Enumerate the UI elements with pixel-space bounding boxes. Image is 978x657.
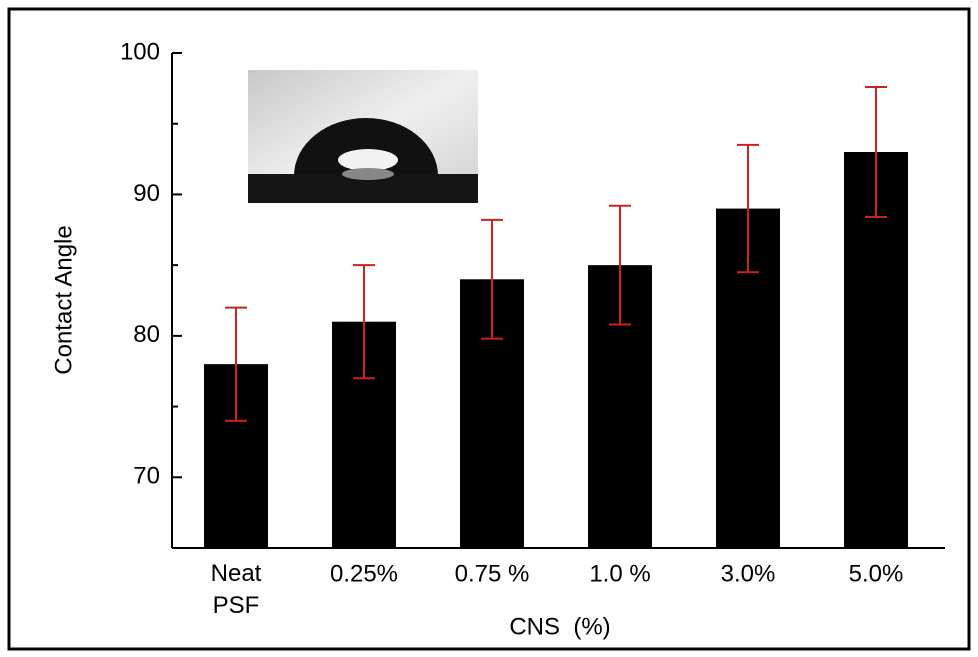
error-bar [481,218,503,340]
y-tick-label: 100 [120,38,160,65]
error-bar [225,306,247,422]
error-bar [737,143,759,274]
x-tick-label: 1.0 % [589,560,650,587]
y-tick-label: 70 [133,463,160,490]
error-bar [865,85,887,219]
y-axis-title: Contact Angle [50,225,77,374]
y-tick-label: 80 [133,321,160,348]
x-axis-title: CNS (%) [509,613,610,640]
x-tick-label: 3.0% [721,560,776,587]
error-bar [353,264,375,380]
y-tick-label: 90 [133,180,160,207]
inset-photo [248,70,478,203]
error-bar [609,204,631,326]
x-tick-label: 5.0% [849,560,904,587]
frame [7,7,971,651]
x-tick-label: 0.25% [330,560,398,587]
x-tick-label: Neat PSF [211,560,262,619]
x-tick-label: 0.75 % [455,560,530,587]
